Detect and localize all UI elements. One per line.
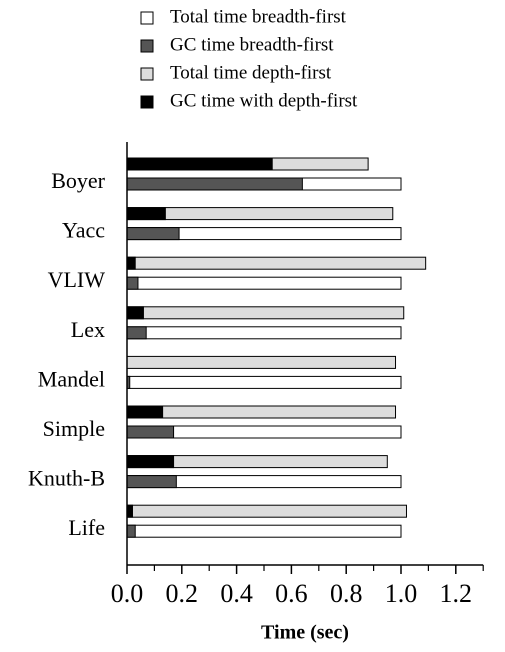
x-tick-label: 1.0 [385, 579, 418, 608]
bar [126, 524, 402, 538]
x-tick-label: 0.2 [166, 579, 199, 608]
bar [126, 276, 139, 290]
bar [126, 425, 175, 439]
bar [126, 455, 175, 469]
legend-label: Total time depth-first [170, 62, 332, 83]
bar [126, 276, 402, 290]
bar [126, 504, 133, 518]
category-label: Mandel [38, 366, 105, 391]
bar [126, 207, 166, 221]
category-label: Yacc [62, 218, 105, 243]
bar [126, 306, 405, 320]
x-axis-label: Time (sec) [261, 622, 349, 644]
legend-label: GC time with depth-first [170, 90, 358, 111]
x-tick-label: 0.4 [220, 579, 253, 608]
category-label: Knuth-B [28, 466, 105, 491]
bar [126, 326, 402, 340]
legend-swatch [140, 11, 154, 25]
bar [126, 177, 303, 191]
x-tick-label: 1.2 [440, 579, 473, 608]
bar [126, 405, 397, 419]
bar [126, 524, 136, 538]
category-label: VLIW [48, 267, 106, 292]
bar [126, 326, 147, 340]
x-tick-label: 0.8 [330, 579, 363, 608]
bar [126, 504, 407, 518]
category-label: Simple [43, 416, 105, 441]
legend-swatch [140, 67, 154, 81]
legend-swatch [140, 95, 154, 109]
category-label: Life [68, 515, 105, 540]
bar [126, 256, 136, 270]
x-tick-label: 0.6 [275, 579, 308, 608]
bar [126, 375, 402, 389]
category-label: Boyer [51, 168, 105, 193]
category-label: Lex [71, 317, 105, 342]
legend-swatch [140, 39, 154, 53]
bar [126, 405, 164, 419]
legend-label: Total time breadth-first [170, 6, 347, 27]
bar [126, 475, 177, 489]
x-tick-label: 0.0 [111, 579, 144, 608]
bar [126, 207, 394, 221]
bar [126, 256, 427, 270]
bar [126, 227, 180, 241]
legend-label: GC time breadth-first [170, 34, 334, 55]
bar [126, 355, 397, 369]
bar [126, 306, 144, 320]
bar [126, 157, 273, 171]
